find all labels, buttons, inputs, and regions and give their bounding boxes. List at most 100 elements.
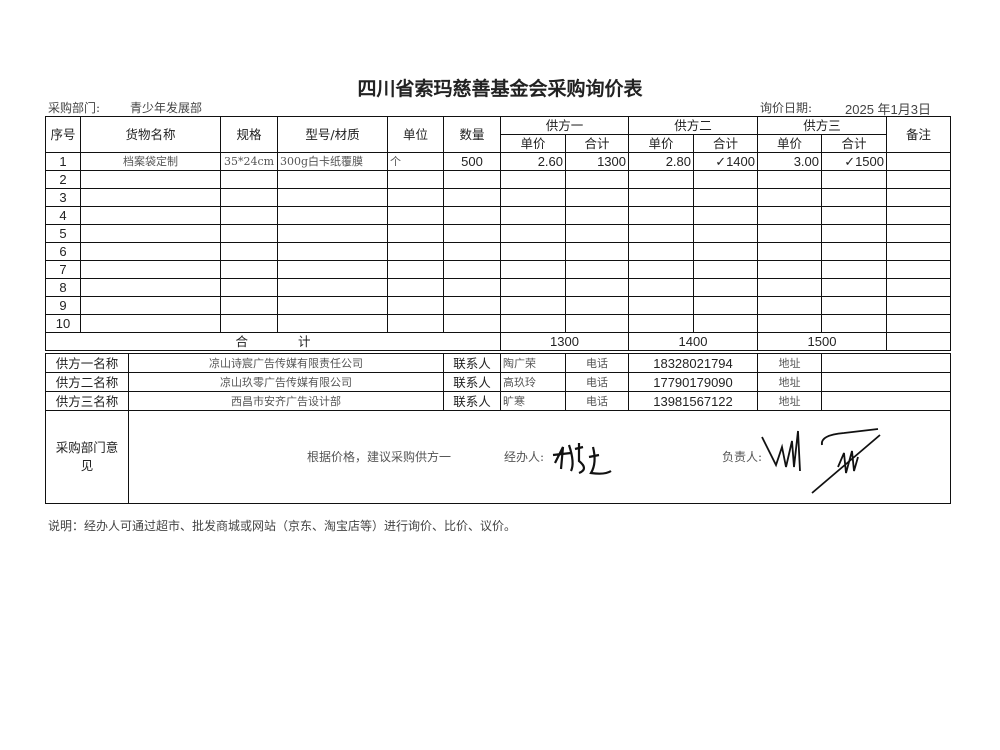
cell-p1 <box>500 188 566 207</box>
header-total-1: 合计 <box>565 134 629 153</box>
cell-remark <box>886 242 951 261</box>
header-price-1: 单价 <box>500 134 566 153</box>
cell-spec <box>220 188 278 207</box>
cell-p3 <box>757 242 822 261</box>
cell-p2 <box>628 314 694 333</box>
cell-unit <box>387 188 444 207</box>
cell-unit <box>387 314 444 333</box>
cell-p2 <box>628 206 694 225</box>
supplier-name: 西昌市安齐广告设计部 <box>128 391 444 411</box>
cell-remark <box>886 188 951 207</box>
cell-qty: 500 <box>443 152 501 171</box>
supplier-label: 供方二名称 <box>45 372 129 392</box>
cell-p3 <box>757 314 822 333</box>
supplier-row: 供方二名称 凉山玖零广告传媒有限公司 联系人 高玖玲 电话 17790179090 地址 <box>45 372 951 392</box>
supplier-table: 供方一名称 凉山诗宸广告传媒有限责任公司 联系人 陶广荣 电话 18328021794 地址… <box>45 353 951 504</box>
supplier-contact-label: 联系人 <box>443 372 501 392</box>
cell-remark <box>886 224 951 243</box>
cell-p2 <box>628 260 694 279</box>
supplier-contact-label: 联系人 <box>443 391 501 411</box>
cell-seq: 3 <box>45 188 81 207</box>
supplier-addr <box>821 353 951 373</box>
cell-seq: 4 <box>45 206 81 225</box>
cell-p3 <box>757 206 822 225</box>
supplier-row: 供方一名称 凉山诗宸广告传媒有限责任公司 联系人 陶广荣 电话 18328021794 地址 <box>45 353 951 373</box>
supplier-row: 供方三名称 西昌市安齐广告设计部 联系人 旷寒 电话 13981567122 地址 <box>45 391 951 411</box>
cell-spec <box>220 296 278 315</box>
table-row: 7 <box>45 260 951 279</box>
supplier-contact: 旷寒 <box>500 391 566 411</box>
cell-t3 <box>821 278 887 297</box>
cell-t3 <box>821 296 887 315</box>
cell-t3: ✓1500 <box>821 152 887 171</box>
cell-name <box>80 242 221 261</box>
cell-remark <box>886 296 951 315</box>
cell-model <box>277 296 388 315</box>
opinion-cell: 根据价格，建议采购供方一 经办人: 负责人: <box>128 410 951 504</box>
cell-remark <box>886 278 951 297</box>
cell-name <box>80 170 221 189</box>
table-row: 3 <box>45 188 951 207</box>
cell-name <box>80 278 221 297</box>
cell-p3 <box>757 296 822 315</box>
cell-p2 <box>628 296 694 315</box>
cell-seq: 6 <box>45 242 81 261</box>
header-total-3: 合计 <box>821 134 887 153</box>
supplier-contact: 陶广荣 <box>500 353 566 373</box>
cell-t2 <box>693 188 758 207</box>
table-row: 10 <box>45 314 951 333</box>
opinion-label: 采购部门意见 <box>45 410 129 504</box>
cell-spec <box>220 260 278 279</box>
table-row: 6 <box>45 242 951 261</box>
cell-t2: ✓1400 <box>693 152 758 171</box>
table-row: 5 <box>45 224 951 243</box>
supplier-phone: 17790179090 <box>628 372 758 392</box>
cell-seq: 1 <box>45 152 81 171</box>
cell-name <box>80 188 221 207</box>
cell-p1 <box>500 224 566 243</box>
supplier-contact: 高玖玲 <box>500 372 566 392</box>
cell-remark <box>886 314 951 333</box>
manager-signature <box>761 428 881 494</box>
cell-seq: 9 <box>45 296 81 315</box>
cell-t1 <box>565 260 629 279</box>
supplier-addr-label: 地址 <box>757 391 822 411</box>
header-supplier-2: 供方二 <box>628 116 758 135</box>
cell-name <box>80 224 221 243</box>
cell-spec <box>220 170 278 189</box>
sum-label: 合 计 <box>45 332 501 351</box>
cell-name <box>80 314 221 333</box>
cell-spec <box>220 278 278 297</box>
cell-p1 <box>500 278 566 297</box>
cell-p3 <box>757 188 822 207</box>
cell-t1 <box>565 314 629 333</box>
cell-t2 <box>693 314 758 333</box>
cell-p2 <box>628 278 694 297</box>
cell-model: 300g白卡纸覆膜 <box>277 152 388 171</box>
cell-spec <box>220 206 278 225</box>
cell-p3 <box>757 278 822 297</box>
header-total-2: 合计 <box>693 134 758 153</box>
dept-label: 采购部门: <box>48 101 101 115</box>
cell-remark <box>886 170 951 189</box>
cell-p2 <box>628 242 694 261</box>
cell-p1 <box>500 242 566 261</box>
table-row: 8 <box>45 278 951 297</box>
cell-model <box>277 260 388 279</box>
cell-unit <box>387 260 444 279</box>
cell-t3 <box>821 224 887 243</box>
supplier-label: 供方三名称 <box>45 391 129 411</box>
cell-qty <box>443 206 501 225</box>
supplier-addr <box>821 391 951 411</box>
header-supplier-3: 供方三 <box>757 116 887 135</box>
cell-t1: 1300 <box>565 152 629 171</box>
cell-t3 <box>821 260 887 279</box>
cell-p1 <box>500 206 566 225</box>
cell-seq: 5 <box>45 224 81 243</box>
manager-label: 负责人: <box>722 450 763 464</box>
cell-t2 <box>693 260 758 279</box>
sum-supplier-2: 1400 <box>628 332 758 351</box>
cell-t1 <box>565 206 629 225</box>
supplier-contact-label: 联系人 <box>443 353 501 373</box>
cell-model <box>277 314 388 333</box>
